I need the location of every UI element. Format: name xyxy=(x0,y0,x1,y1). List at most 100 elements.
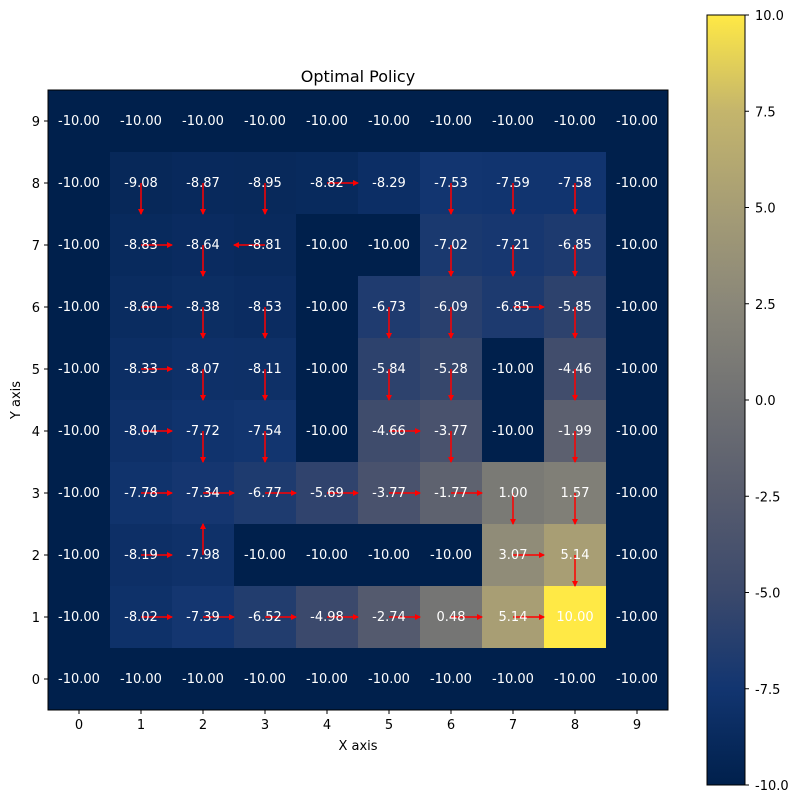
x-axis-ticks: 0 1 2 3 4 5 6 7 8 9 xyxy=(75,710,641,733)
colorbar-tick-label: 10.0 xyxy=(755,9,784,24)
cell-value-label: -8.07 xyxy=(186,362,220,377)
cell-value-label: -10.00 xyxy=(58,548,100,563)
cell-value-label: -10.00 xyxy=(244,114,286,129)
colorbar xyxy=(706,14,746,786)
cell-value-label: -10.00 xyxy=(182,114,224,129)
cell-value-label: -10.00 xyxy=(58,424,100,439)
cell-value-label: -10.00 xyxy=(306,114,348,129)
cell-value-label: -10.00 xyxy=(306,362,348,377)
heatmap-cell xyxy=(482,400,544,462)
cell-value-label: 10.00 xyxy=(556,610,593,625)
heatmap-cell xyxy=(296,276,358,338)
heatmap-cell xyxy=(606,90,668,152)
cell-value-label: 5.14 xyxy=(499,610,528,625)
cell-value-label: -7.58 xyxy=(558,176,592,191)
cell-value-label: -10.00 xyxy=(306,672,348,687)
heatmap-cell xyxy=(296,338,358,400)
plot-frame xyxy=(47,89,669,711)
cell-value-label: -8.81 xyxy=(248,238,282,253)
heatmap-cell xyxy=(48,462,110,524)
cell-value-label: -5.28 xyxy=(434,362,468,377)
cell-value-label: -10.00 xyxy=(306,424,348,439)
cell-value-label: -10.00 xyxy=(554,672,596,687)
cell-value-label: -8.33 xyxy=(124,362,158,377)
policy-arrows xyxy=(138,180,578,620)
heatmap-cell xyxy=(606,648,668,710)
cell-value-label: -6.73 xyxy=(372,300,406,315)
heatmap-cell xyxy=(296,400,358,462)
cell-value-label: -5.69 xyxy=(310,486,344,501)
y-tick-label: 0 xyxy=(32,673,40,688)
heatmap-cell xyxy=(110,90,172,152)
cell-value-label: -10.00 xyxy=(58,486,100,501)
cell-value-label: -1.99 xyxy=(558,424,592,439)
heatmap-cell xyxy=(48,400,110,462)
heatmap-cell xyxy=(48,338,110,400)
heatmap-cell xyxy=(358,214,420,276)
cell-value-label: -10.00 xyxy=(616,238,658,253)
cell-value-label: 1.57 xyxy=(561,486,590,501)
y-tick-label: 3 xyxy=(32,487,40,502)
cell-value-label: -2.74 xyxy=(372,610,406,625)
y-axis-label: Y axis xyxy=(9,381,24,420)
cell-value-label: -10.00 xyxy=(306,300,348,315)
cell-value-labels: -10.00 -10.00 -10.00 -10.00 -10.00 -10.00 -10.… xyxy=(58,114,658,687)
heatmap-cell xyxy=(606,524,668,586)
cell-value-label: -10.00 xyxy=(120,114,162,129)
heatmap-cell xyxy=(48,586,110,648)
cell-value-label: -8.11 xyxy=(248,362,282,377)
cell-value-label: -10.00 xyxy=(368,238,410,253)
cell-value-label: -10.00 xyxy=(554,114,596,129)
cell-value-label: -6.77 xyxy=(248,486,282,501)
cell-value-label: -5.84 xyxy=(372,362,406,377)
cell-value-label: -6.85 xyxy=(496,300,530,315)
cell-value-label: -6.85 xyxy=(558,238,592,253)
cell-value-label: -10.00 xyxy=(58,362,100,377)
heatmap-cell xyxy=(48,90,110,152)
heatmap-cell xyxy=(296,524,358,586)
cell-value-label: -7.02 xyxy=(434,238,468,253)
x-tick-label: 3 xyxy=(261,718,269,733)
heatmap-cell xyxy=(358,648,420,710)
y-axis-ticks: 0 1 2 3 4 5 6 7 8 9 xyxy=(32,115,48,688)
x-tick-label: 8 xyxy=(571,718,579,733)
y-tick-label: 8 xyxy=(32,177,40,192)
heatmap-cell xyxy=(606,586,668,648)
heatmap-cell xyxy=(606,338,668,400)
cell-value-label: -10.00 xyxy=(616,486,658,501)
y-tick-label: 1 xyxy=(32,611,40,626)
heatmap-cell xyxy=(234,90,296,152)
cell-value-label: 3.07 xyxy=(499,548,528,563)
cell-value-label: -7.34 xyxy=(186,486,220,501)
cell-value-label: -10.00 xyxy=(616,424,658,439)
cell-value-label: -10.00 xyxy=(306,548,348,563)
heatmap-cell xyxy=(606,400,668,462)
colorbar-tick-label: 7.5 xyxy=(755,105,776,120)
cell-value-label: -8.38 xyxy=(186,300,220,315)
y-tick-label: 7 xyxy=(32,239,40,254)
cell-value-label: -10.00 xyxy=(616,114,658,129)
x-tick-label: 1 xyxy=(137,718,145,733)
heatmap-cell xyxy=(606,214,668,276)
x-axis-label: X axis xyxy=(338,739,377,754)
cell-value-label: -10.00 xyxy=(616,362,658,377)
cell-value-label: -7.78 xyxy=(124,486,158,501)
heatmap-cell xyxy=(482,90,544,152)
heatmap-cell xyxy=(420,648,482,710)
heatmap-cell xyxy=(358,90,420,152)
cell-value-label: -7.54 xyxy=(248,424,282,439)
cell-value-label: -4.98 xyxy=(310,610,344,625)
cell-value-label: -7.98 xyxy=(186,548,220,563)
heatmap-cell xyxy=(544,90,606,152)
cell-value-label: 5.14 xyxy=(561,548,590,563)
cell-value-label: -4.46 xyxy=(558,362,592,377)
cell-value-label: -10.00 xyxy=(368,114,410,129)
heatmap-cell xyxy=(544,648,606,710)
heatmap-cell xyxy=(48,214,110,276)
cell-value-label: -9.08 xyxy=(124,176,158,191)
cell-value-label: -10.00 xyxy=(368,672,410,687)
heatmap-cell xyxy=(358,524,420,586)
cell-value-label: -10.00 xyxy=(120,672,162,687)
colorbar-tick-label: -10.0 xyxy=(755,779,789,794)
